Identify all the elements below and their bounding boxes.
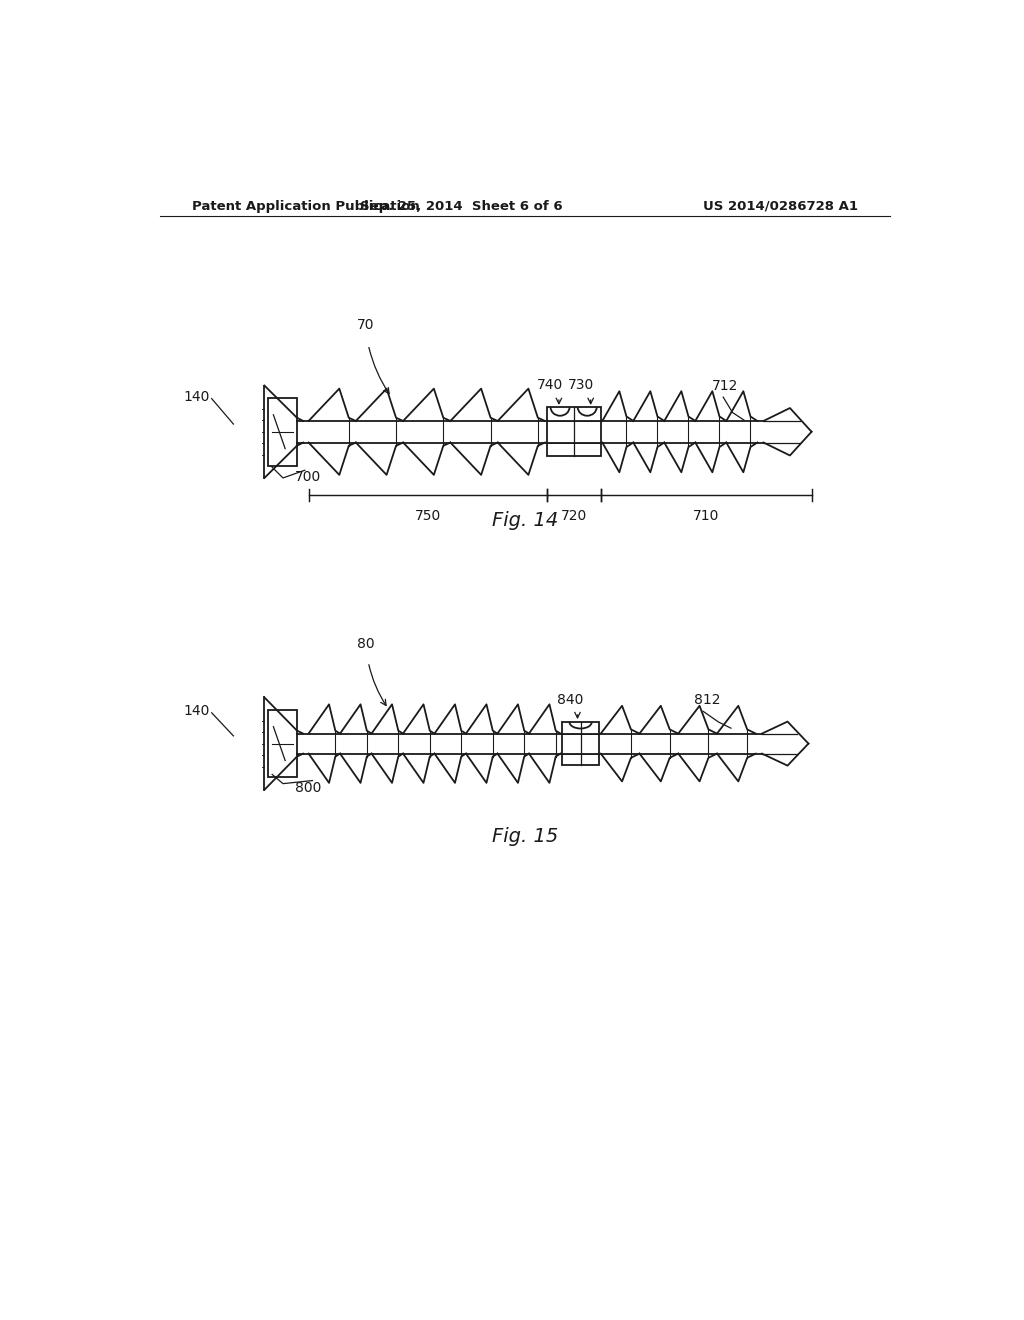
Text: Sep. 25, 2014  Sheet 6 of 6: Sep. 25, 2014 Sheet 6 of 6	[360, 199, 562, 213]
Text: 140: 140	[183, 705, 209, 718]
Bar	[562, 722, 599, 766]
Text: 812: 812	[693, 693, 720, 706]
Text: 720: 720	[560, 508, 587, 523]
Text: 70: 70	[356, 318, 374, 331]
Text: 740: 740	[537, 378, 563, 392]
Text: 800: 800	[295, 780, 321, 795]
Text: 140: 140	[183, 391, 209, 404]
Text: 710: 710	[693, 508, 719, 523]
Text: 750: 750	[415, 508, 440, 523]
Text: 700: 700	[295, 470, 321, 484]
Bar	[267, 397, 297, 466]
Text: Fig. 14: Fig. 14	[492, 511, 558, 529]
Text: 80: 80	[356, 638, 374, 651]
Text: Fig. 15: Fig. 15	[492, 826, 558, 846]
Bar	[267, 710, 297, 777]
Text: 730: 730	[568, 378, 595, 392]
Text: 712: 712	[712, 379, 738, 393]
Bar	[547, 407, 601, 457]
Text: Patent Application Publication: Patent Application Publication	[191, 199, 419, 213]
Text: 840: 840	[557, 693, 584, 706]
Text: US 2014/0286728 A1: US 2014/0286728 A1	[703, 199, 858, 213]
